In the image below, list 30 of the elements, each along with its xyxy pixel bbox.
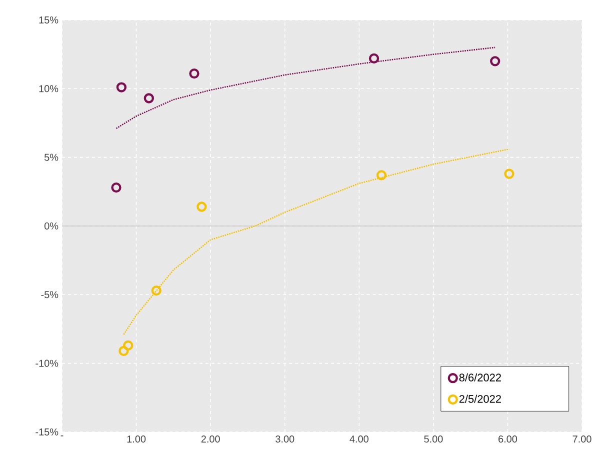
point: [368, 53, 380, 64]
point: [123, 340, 134, 351]
point: [151, 285, 162, 296]
y-tick-label: -5%: [41, 291, 58, 298]
x-tick-label: 7.00: [572, 436, 592, 443]
legend-label: 8/6/2022: [459, 373, 501, 382]
point: [118, 346, 129, 356]
point: [111, 182, 122, 193]
y-tick-label: 15%: [39, 16, 58, 24]
point: [144, 93, 154, 104]
y-tick-label: 10%: [39, 85, 58, 92]
point: [189, 68, 200, 79]
x-tick-label: 2.00: [201, 436, 220, 443]
point: [376, 170, 387, 180]
y-tick-label: 5%: [44, 154, 58, 161]
x-tick-label: 5.00: [424, 436, 443, 443]
y-tick-label: -10%: [36, 360, 58, 367]
y-tick-label: -15%: [36, 428, 58, 436]
point: [116, 82, 127, 92]
x-tick-label: 3.00: [276, 436, 294, 443]
point: [490, 56, 500, 66]
line-series: [123, 148, 510, 336]
x-tick-label: 4.00: [350, 436, 368, 443]
y-tick-label: 0%: [44, 222, 58, 230]
x-tick-label: 6.00: [498, 436, 518, 443]
legend-label: 2/5/2022: [459, 394, 501, 403]
line-series: [116, 46, 496, 130]
point: [196, 202, 207, 212]
point: [504, 168, 514, 179]
x-tick-label: 1.00: [127, 436, 146, 443]
